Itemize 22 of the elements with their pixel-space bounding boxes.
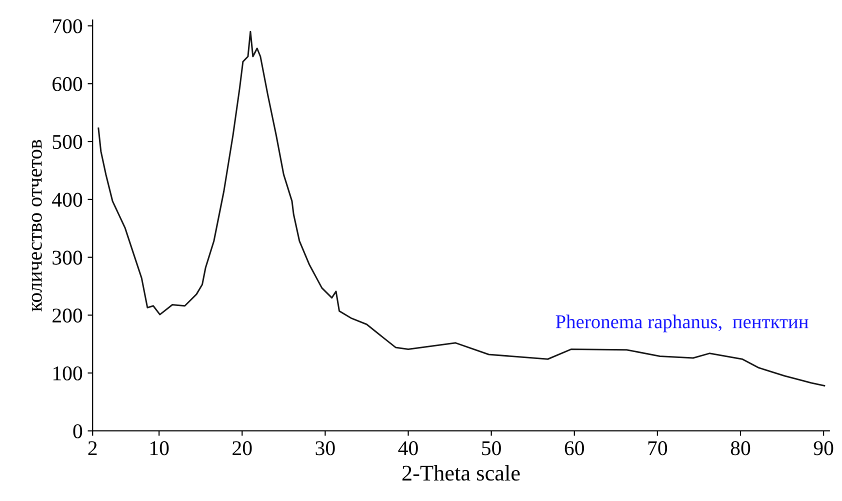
- y-tick-label: 300: [52, 250, 82, 265]
- x-tick-label: 60: [564, 441, 584, 456]
- x-axis-title: 2-Theta scale: [402, 465, 520, 481]
- x-tick-label: 40: [398, 441, 418, 456]
- x-tick-label: 30: [316, 441, 335, 456]
- x-tick-label: 80: [730, 441, 750, 456]
- y-tick-label: 700: [53, 19, 82, 34]
- y-tick-label: 0: [73, 424, 82, 438]
- y-tick-label: 100: [53, 366, 82, 380]
- x-tick-label: 2: [88, 441, 97, 456]
- y-tick-label: 500: [52, 134, 82, 149]
- annotation: Pheronema raphanus, пентктин: [556, 314, 808, 332]
- y-axis-title: количество отчетов: [32, 140, 42, 312]
- x-tick-label: 90: [814, 441, 834, 456]
- y-tick-label: 200: [52, 308, 82, 323]
- line-series: [98, 30, 826, 386]
- x-tick-label: 10: [150, 441, 169, 456]
- x-tick-label: 20: [232, 441, 252, 456]
- x-tick-label: 50: [482, 441, 501, 456]
- y-tick-label: 600: [52, 77, 82, 92]
- x-tick-label: 70: [648, 441, 668, 456]
- y-tick-label: 400: [52, 192, 82, 207]
